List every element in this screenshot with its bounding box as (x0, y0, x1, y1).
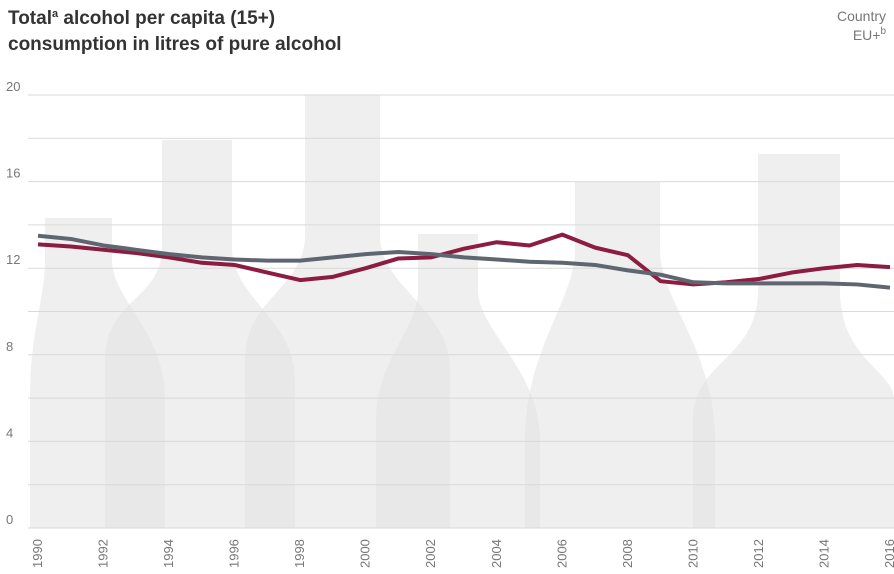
legend-entry: Country (837, 8, 886, 24)
x-tick-label: 1990 (30, 539, 45, 568)
x-tick-label: 2006 (554, 539, 569, 568)
x-tick-label: 2016 (882, 539, 894, 568)
y-tick-label: 4 (6, 425, 13, 440)
y-tick-label: 12 (6, 252, 20, 267)
x-tick-label: 1994 (161, 539, 176, 568)
y-tick-label: 16 (6, 166, 20, 181)
x-tick-label: 1992 (96, 539, 111, 568)
y-tick-label: 20 (6, 79, 20, 94)
bottle (693, 154, 894, 528)
legend-label: Country (837, 8, 886, 24)
x-tick-label: 2008 (620, 539, 635, 568)
x-tick-label: 2000 (358, 539, 373, 568)
y-tick-label: 8 (6, 339, 13, 354)
x-tick-label: 2004 (489, 539, 504, 568)
bottle (376, 234, 540, 528)
legend-entry: EU+b (853, 26, 887, 43)
x-tick-label: 2012 (751, 539, 766, 568)
x-tick-label: 2014 (816, 539, 831, 568)
chart-title: Totala alcohol per capita (15+) (8, 8, 275, 29)
legend-note: b (880, 26, 886, 37)
x-tick-label: 2002 (423, 539, 438, 568)
x-tick-label: 2010 (685, 539, 700, 568)
title-text: Total (8, 8, 52, 29)
chart: Totala alcohol per capita (15+) consumpt… (0, 0, 894, 574)
x-tick-label: 1996 (227, 539, 242, 568)
legend: Country EU+b (837, 8, 886, 43)
x-tick-label: 1998 (292, 539, 307, 568)
title-text: alcohol per capita (15+) (58, 8, 275, 29)
y-tick-label: 0 (6, 512, 13, 527)
chart-title: consumption in litres of pure alcohol (8, 34, 342, 55)
legend-label: EU+ (853, 27, 881, 43)
